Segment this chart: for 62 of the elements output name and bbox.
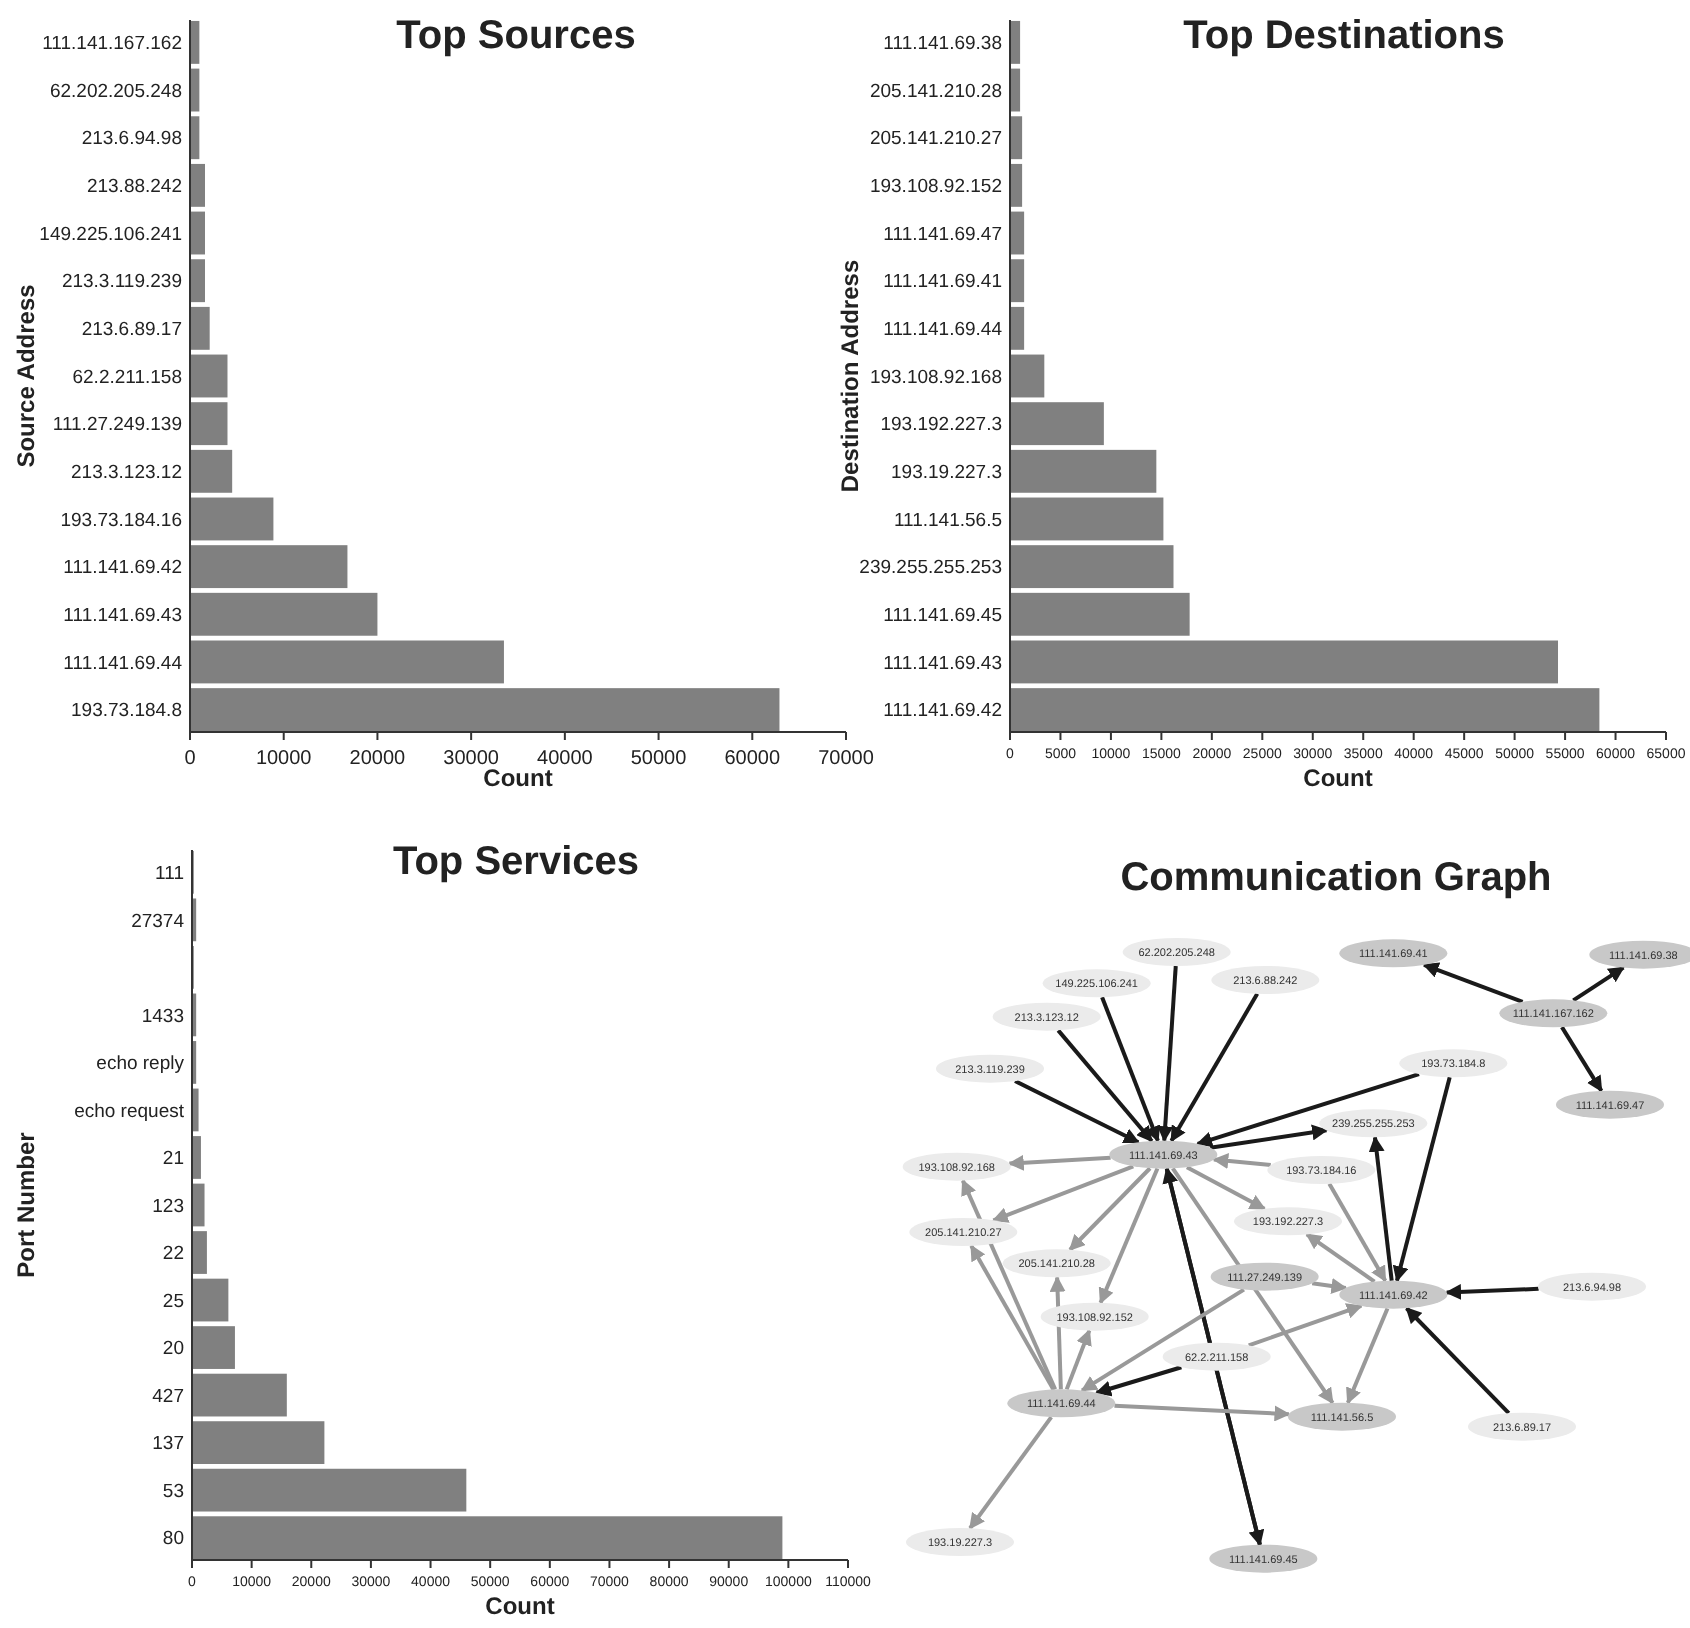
y-tick-label: 111.141.56.5 (893, 509, 1002, 532)
y-tick-label: 213.3.119.239 (61, 271, 182, 294)
y-tick-label: 111.141.69.41 (883, 271, 1002, 294)
x-tick-label: 30000 (443, 748, 500, 770)
y-tick-label: 111.141.69.43 (63, 604, 182, 627)
y-tick-label: 111.141.69.47 (883, 223, 1002, 246)
y-tick-label: 193.73.184.16 (60, 509, 182, 532)
text: Communication Graph (1120, 856, 1552, 900)
x-tick-label: 70000 (818, 748, 875, 770)
x-axis-title: Count (1303, 764, 1373, 792)
y-axis-title: Destination Address (836, 259, 864, 493)
y-tick-label: 22 (162, 1243, 184, 1266)
x-tick-label: 20000 (349, 748, 407, 770)
y-tick-label: 62.202.205.248 (49, 80, 182, 103)
y-tick-label: 111.141.69.45 (883, 604, 1002, 627)
y-tick-label: 193.19.227.3 (891, 461, 1002, 484)
chart-title: Top Services (392, 840, 640, 884)
y-tick-label: 213.6.89.17 (81, 318, 182, 341)
y-tick-label: 193.73.184.8 (71, 700, 182, 723)
x-tick-label: 10000 (255, 748, 313, 770)
chart-title: Top Destinations (1183, 14, 1505, 58)
y-tick-label: 193.108.92.168 (869, 366, 1002, 389)
y-tick-label: 21 (162, 1148, 184, 1171)
x-tick-label: 0 (184, 748, 197, 770)
y-tick-label: 111.141.69.42 (63, 557, 182, 580)
y-tick-label: 193.192.227.3 (880, 414, 1002, 437)
y-tick-label: echo reply (96, 1053, 185, 1076)
y-tick-label: 20 (162, 1338, 184, 1361)
y-tick-label: 427 (152, 1385, 184, 1408)
x-axis-title: Count (485, 1592, 555, 1620)
y-tick-label: 137 (152, 1433, 184, 1456)
y-tick-label: 111.141.167.162 (42, 33, 182, 56)
y-tick-label: 205.141.210.28 (869, 80, 1002, 103)
y-tick-label: 27374 (131, 910, 184, 933)
y-axis-title: Source Address (12, 283, 40, 468)
chart-title: Top Sources (396, 14, 636, 58)
y-tick-label: 111.141.69.44 (63, 652, 182, 675)
y-tick-label: 205.141.210.27 (869, 128, 1002, 151)
x-tick-label: 40000 (537, 748, 594, 770)
y-tick-label: echo request (74, 1100, 185, 1123)
x-tick-label: 50000 (630, 748, 688, 770)
y-tick-label: 213.88.242 (86, 176, 182, 199)
y-tick-label: 80 (162, 1528, 184, 1551)
y-tick-label: 62.2.211.158 (72, 366, 182, 389)
y-tick-label: 193.108.92.152 (869, 176, 1002, 199)
y-tick-label: 1433 (141, 1005, 184, 1028)
y-tick-label: 149.225.106.241 (39, 223, 182, 246)
y-tick-label: 111.141.69.44 (883, 318, 1002, 341)
y-tick-label: 213.3.123.12 (71, 461, 182, 484)
y-tick-label: 111.141.69.42 (883, 700, 1002, 723)
y-tick-label: 213.6.94.98 (81, 128, 182, 151)
y-axis-title: Port Number (12, 1131, 40, 1278)
y-tick-label: 111.141.69.43 (883, 652, 1002, 675)
y-tick-label: 239.255.255.253 (859, 557, 1002, 580)
y-tick-label: 53 (162, 1480, 184, 1503)
x-tick-label: 60000 (724, 748, 781, 770)
y-tick-label: 111.141.69.38 (883, 33, 1002, 56)
y-tick-label: 111 (155, 862, 184, 885)
y-tick-label: 111.27.249.139 (52, 414, 182, 437)
y-tick-label: 25 (162, 1290, 184, 1313)
y-tick-label: 123 (152, 1195, 184, 1218)
x-axis-title: Count (483, 764, 553, 792)
